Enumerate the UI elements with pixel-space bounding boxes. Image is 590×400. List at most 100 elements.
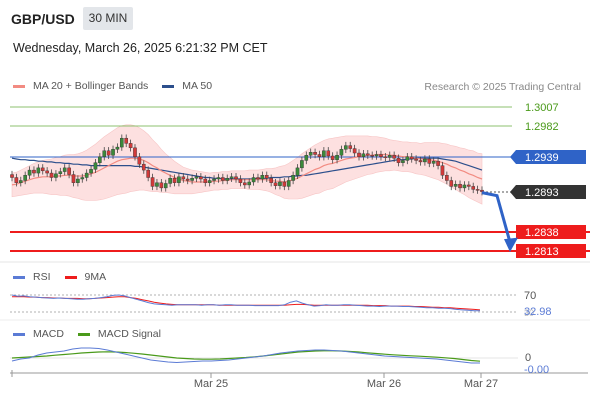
candle-body — [49, 172, 54, 178]
legend-rsi-ma: 9MA — [64, 271, 106, 283]
x-tick-label: Mar 26 — [367, 378, 401, 390]
candle-body — [115, 146, 120, 150]
candle-body — [58, 171, 63, 175]
candle-body — [344, 145, 348, 150]
legend-macd-signal-swatch — [77, 332, 90, 336]
legend-macd-signal-label: MACD Signal — [97, 328, 161, 340]
candle-body — [54, 173, 58, 178]
candle-body — [286, 180, 291, 187]
credit-label: Research © 2025 Trading Central — [424, 81, 581, 93]
candle-body — [423, 158, 427, 163]
candle-body — [330, 155, 335, 160]
candle-body — [159, 182, 164, 189]
candle-body — [212, 178, 216, 181]
candle-body — [80, 177, 85, 180]
candle-body — [445, 175, 449, 181]
legend-rsi: RSI — [13, 271, 51, 283]
candle-body — [36, 167, 41, 174]
candle-body — [396, 158, 401, 163]
candle-body — [194, 176, 199, 179]
rsi-tick-70: 70 — [524, 290, 536, 302]
candle-body — [10, 174, 14, 178]
candle-body — [379, 154, 383, 157]
rsi-legend: RSI 9MA — [13, 271, 120, 283]
candle-body — [133, 147, 137, 157]
legend-ma50: MA 50 — [162, 80, 212, 92]
candle-body — [436, 160, 440, 166]
candle-body — [374, 154, 379, 157]
legend-ma20-label: MA 20 + Bollinger Bands — [33, 80, 149, 92]
candle-body — [221, 177, 225, 181]
legend-macd-label: MACD — [33, 328, 64, 340]
datetime-label: Wednesday, March 26, 2025 6:21:32 PM CET — [13, 41, 268, 55]
candle-body — [98, 156, 102, 163]
candle-body — [93, 162, 98, 170]
candle-body — [256, 177, 260, 180]
candle-body — [348, 145, 353, 149]
candle-body — [120, 137, 124, 148]
candle-body — [339, 149, 344, 156]
candle-body — [304, 155, 309, 161]
candle-body — [405, 156, 410, 161]
candle-body — [137, 156, 142, 165]
candle-body — [84, 172, 89, 178]
candle-body — [392, 155, 396, 159]
candle-body — [264, 175, 269, 179]
candle-body — [326, 150, 331, 157]
candle-body — [352, 148, 357, 154]
level-label-resistance: 1.2982 — [525, 121, 559, 133]
forecast-arrow-line — [481, 191, 513, 247]
candle-body — [89, 169, 93, 174]
macd-line — [11, 347, 480, 364]
timeframe-button[interactable]: 30 MIN — [83, 7, 133, 30]
candle-body — [163, 183, 168, 189]
candle-body — [453, 183, 458, 187]
candle-body — [238, 178, 243, 183]
candle-body — [111, 149, 115, 156]
legend-ma20-swatch — [13, 84, 25, 88]
candle-body — [243, 182, 247, 186]
legend-macd: MACD — [13, 328, 64, 340]
rsi-tick-30: 30 — [524, 308, 534, 318]
candle-body — [475, 189, 480, 191]
candle-body — [449, 180, 454, 187]
rsi-line — [11, 294, 480, 312]
candle-body — [67, 167, 71, 175]
main-legend: MA 20 + Bollinger Bands MA 50 — [13, 80, 226, 92]
candle-body — [229, 176, 234, 179]
candle-body — [365, 153, 370, 156]
candle-body — [234, 176, 238, 180]
candle-body — [431, 160, 436, 164]
candle-body — [62, 167, 67, 172]
macd-last-value: -0.00 — [524, 364, 549, 376]
candle-body — [45, 170, 49, 174]
candle-body — [168, 178, 172, 184]
header: GBP/USD 30 MIN — [0, 0, 590, 38]
legend-macd-swatch — [13, 332, 25, 336]
candle-body — [278, 181, 282, 186]
candle-body — [462, 184, 467, 189]
candle-body — [418, 160, 423, 163]
candle-body — [361, 153, 366, 157]
candle-body — [480, 189, 484, 192]
candle-body — [27, 169, 32, 176]
candle-body — [76, 178, 80, 183]
candle-body — [387, 155, 392, 158]
candle-body — [102, 150, 107, 157]
candle-body — [282, 181, 287, 187]
candle-body — [251, 177, 256, 183]
level-label-pivot: 1.2939 — [525, 152, 559, 164]
candle-body — [370, 155, 374, 157]
candle-body — [146, 169, 150, 178]
candle-body — [313, 152, 317, 155]
macd-legend: MACD MACD Signal — [13, 328, 175, 340]
candle-body — [273, 182, 278, 186]
candle-body — [190, 178, 194, 181]
candle-body — [467, 184, 471, 187]
level-label-support: 1.2813 — [525, 246, 559, 258]
candle-body — [427, 158, 432, 164]
candle-body — [71, 174, 76, 183]
x-tick-label: Mar 27 — [464, 378, 498, 390]
candle-body — [172, 178, 177, 183]
